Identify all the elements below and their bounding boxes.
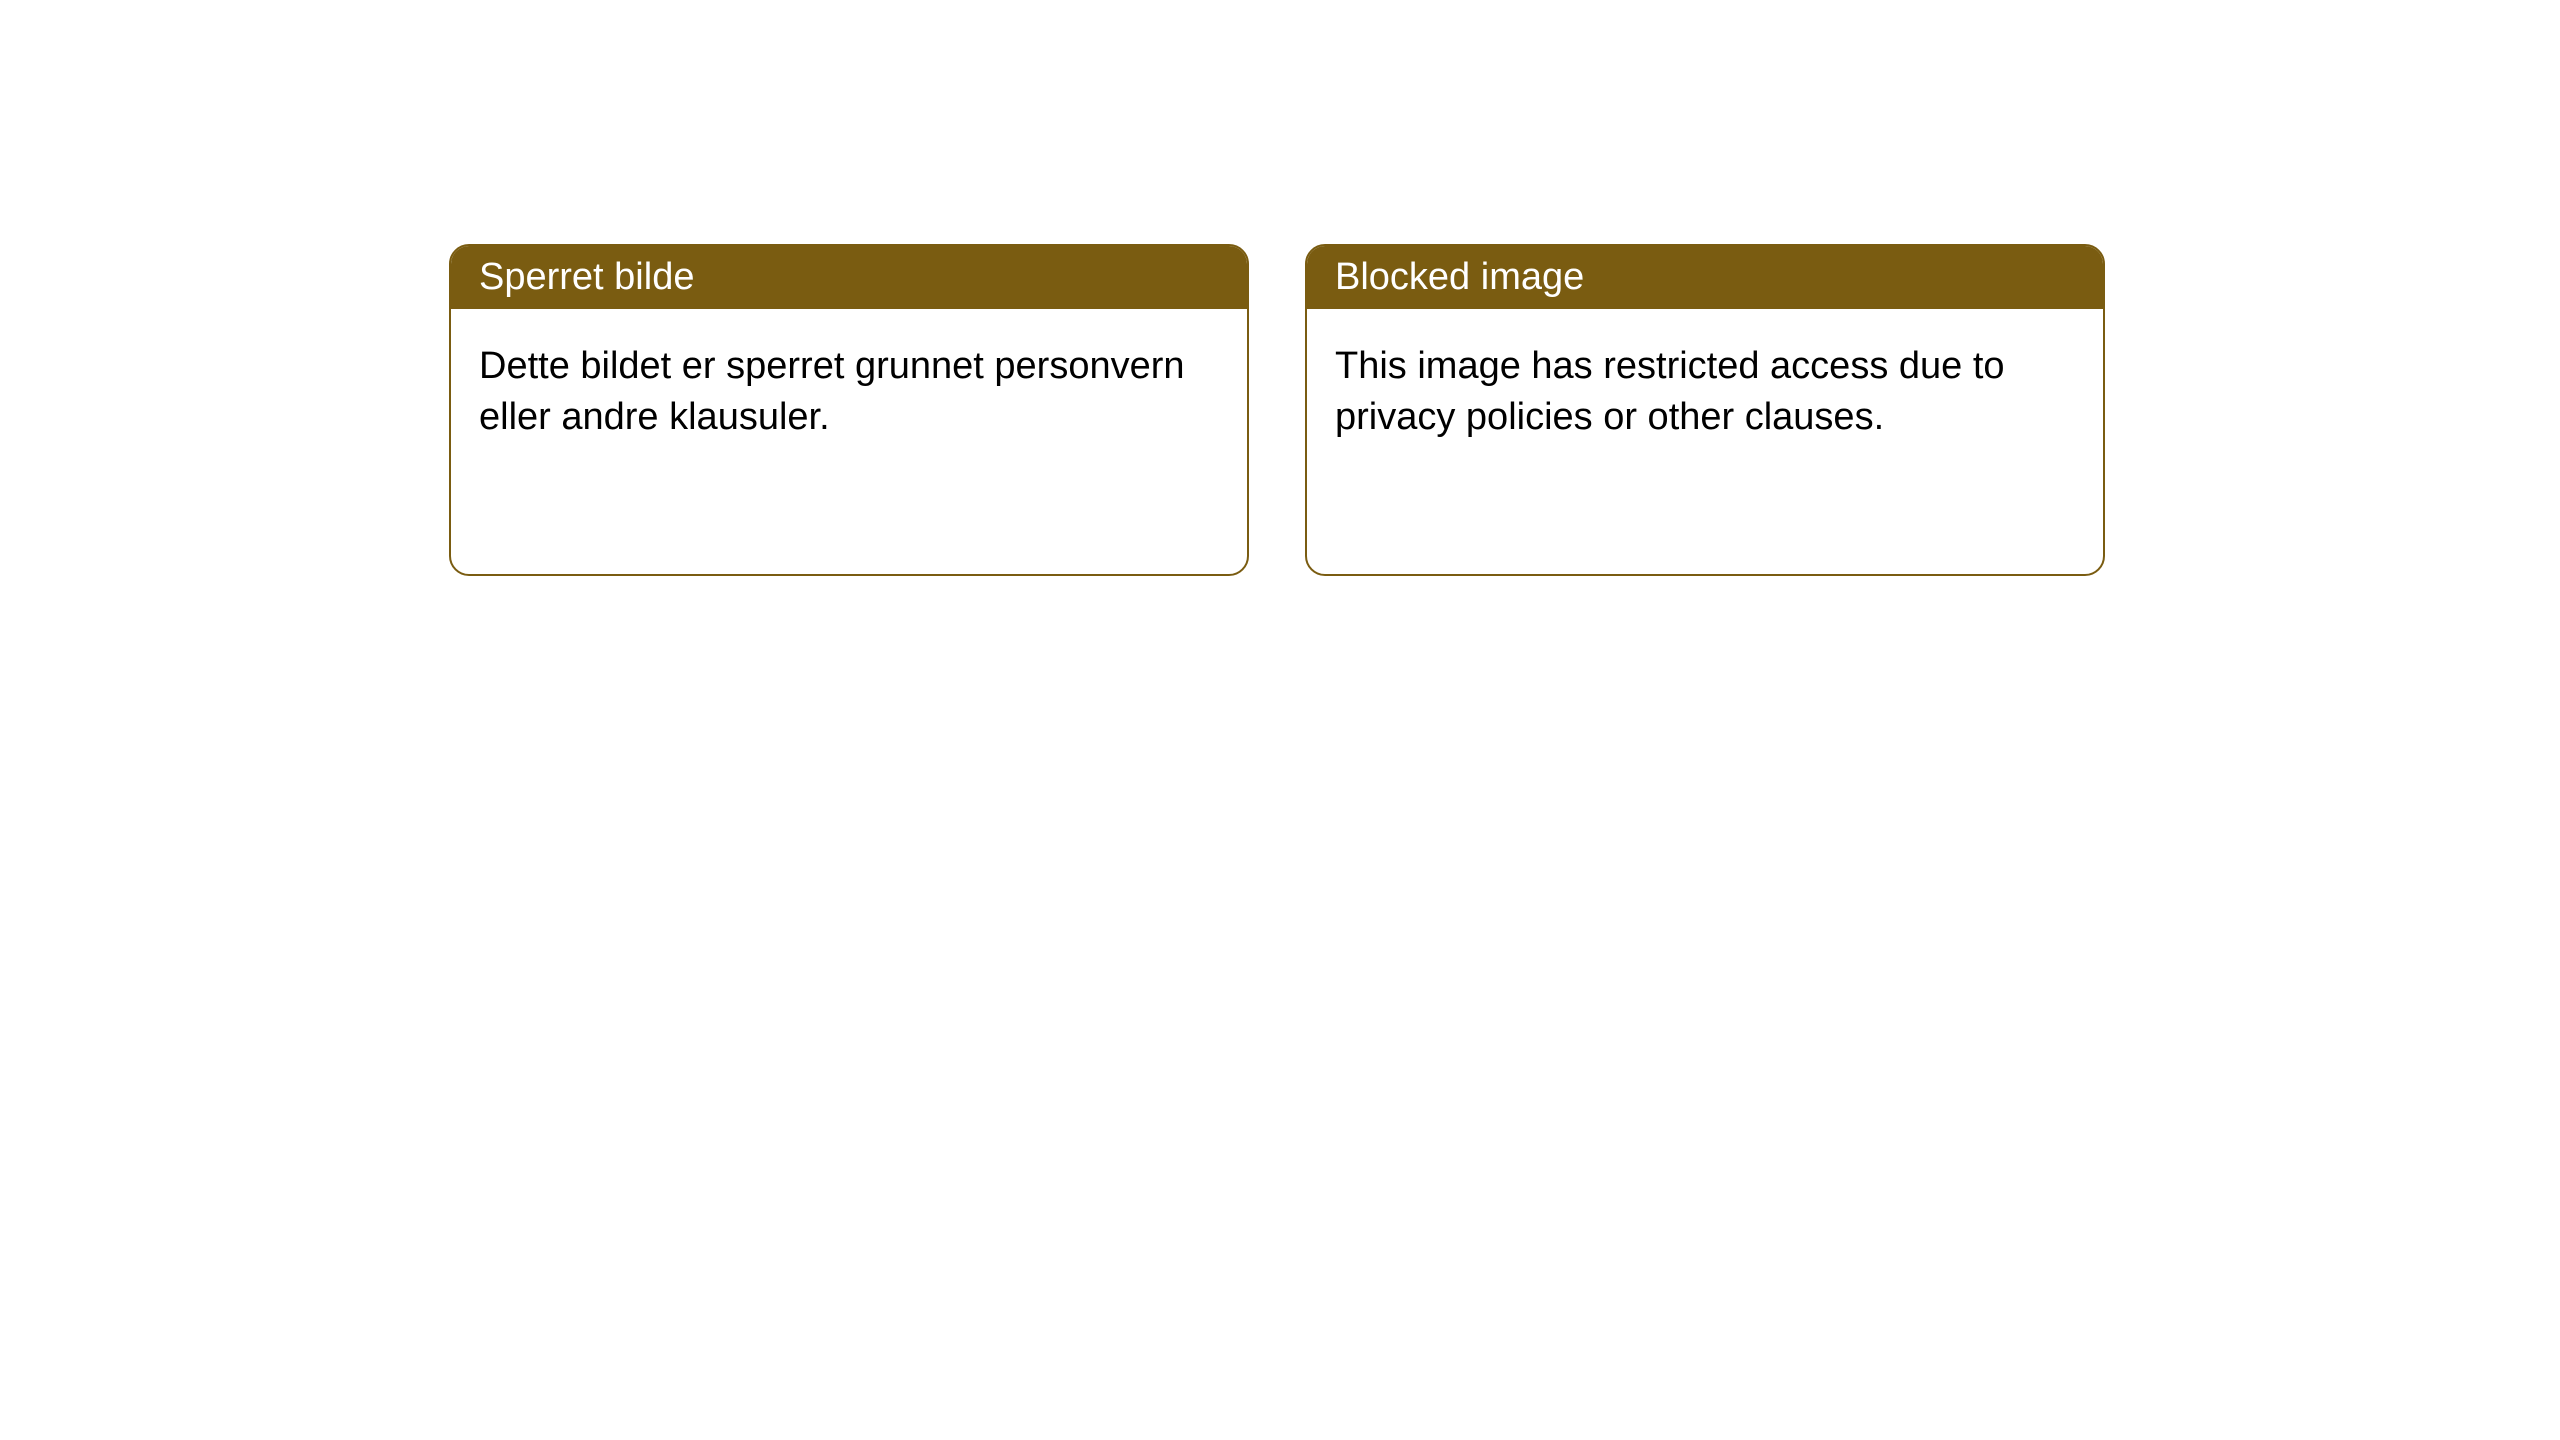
notice-card-english: Blocked image This image has restricted … (1305, 244, 2105, 576)
notice-card-norwegian: Sperret bilde Dette bildet er sperret gr… (449, 244, 1249, 576)
notice-card-title: Sperret bilde (451, 246, 1247, 309)
notice-card-title: Blocked image (1307, 246, 2103, 309)
notice-container: Sperret bilde Dette bildet er sperret gr… (449, 244, 2105, 576)
notice-card-body: This image has restricted access due to … (1307, 309, 2103, 476)
notice-card-body: Dette bildet er sperret grunnet personve… (451, 309, 1247, 476)
